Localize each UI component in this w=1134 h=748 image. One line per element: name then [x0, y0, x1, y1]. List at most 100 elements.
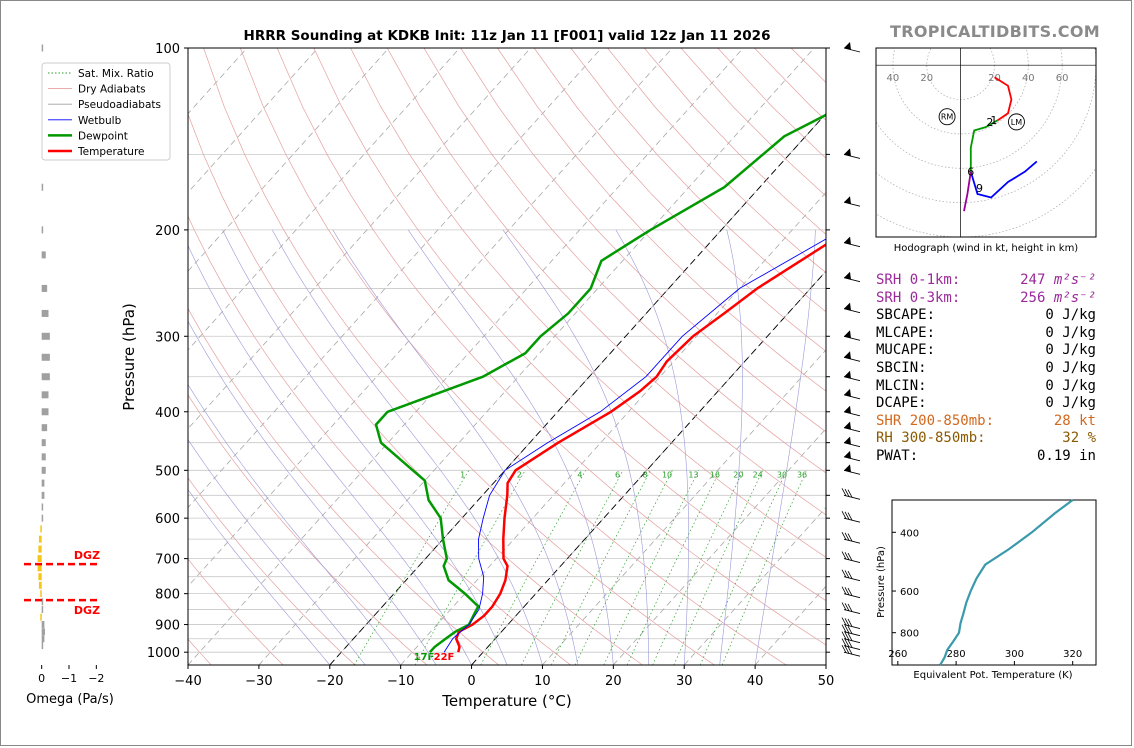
param-unit: %: [1079, 430, 1096, 447]
omega-bar: [41, 373, 50, 381]
param-label: MLCIN:: [876, 377, 927, 394]
dewpoint-profile: [374, 113, 826, 654]
wind-barb-staff: [843, 631, 861, 637]
hodo-ring-label: 60: [1056, 73, 1069, 84]
omega-bar: [38, 545, 42, 553]
x-tick-label: 40: [747, 674, 764, 689]
legend-label: Dry Adiabats: [78, 84, 146, 96]
theta-e-frame: [891, 499, 1097, 666]
wind-barb-flag: [841, 586, 847, 595]
param-number: 0: [1045, 377, 1054, 394]
wind-barb: [841, 551, 861, 564]
param-unit: J/kg: [1053, 307, 1096, 324]
wind-barb-pennant: [844, 196, 851, 205]
dry-adiabat: [188, 477, 356, 665]
theta-e-x-tick-label: 300: [1005, 649, 1024, 660]
param-value: 32 %: [1062, 430, 1096, 448]
wind-barb-pennant: [844, 436, 851, 445]
x-tick-label: −10: [387, 674, 414, 689]
wind-barb: [841, 586, 861, 599]
wind-barb-staff: [843, 576, 861, 582]
wind-barb-flag: [841, 638, 847, 647]
isotherm: [542, 349, 826, 665]
mixing-ratio-line: [673, 470, 764, 665]
wind-barb: [841, 531, 861, 544]
param-row: SRH 0-3km: 256 m²s⁻²: [876, 290, 1096, 308]
wind-barb-flag: [841, 551, 847, 560]
y-tick-label: 400: [155, 406, 180, 421]
omega-tick-label: −1: [61, 672, 77, 685]
wind-barb-flag: [844, 639, 850, 647]
wind-barb: [843, 302, 861, 314]
hodo-ring-label: 20: [920, 73, 933, 84]
wind-barb-flag: [841, 645, 847, 653]
param-unit: J/kg: [1053, 359, 1096, 376]
main-axes-frame: [187, 47, 827, 666]
pseudoadiabat: [754, 229, 816, 665]
wind-barb-flag: [841, 488, 847, 497]
dry-adiabat: [533, 48, 826, 352]
wind-barb-flag: [844, 511, 850, 520]
hodo-ring-label: 20: [988, 73, 1001, 84]
omega-plot: 0 −1 −2 DGZ DGZ: [24, 44, 104, 685]
wind-barb-pennant: [844, 330, 851, 339]
zero-isotherm: [471, 270, 826, 665]
wind-barb-flag: [847, 587, 853, 596]
pseudoadiabat: [188, 383, 401, 665]
wind-barb-flag: [847, 646, 853, 655]
isotherm: [188, 48, 744, 665]
mixing-ratio-line: [652, 470, 744, 665]
pseudoadiabat: [615, 229, 689, 665]
param-label: PWAT:: [876, 447, 919, 464]
wind-barb-pennant: [844, 450, 851, 459]
param-value: 0 J/kg: [1045, 378, 1096, 396]
param-unit: J/kg: [1053, 342, 1096, 359]
isotherm: [188, 48, 461, 351]
omega-bar: [41, 353, 50, 361]
legend-label: Wetbulb: [78, 115, 122, 127]
legend-label: Sat. Mix. Ratio: [78, 68, 154, 80]
wind-barb: [843, 42, 861, 53]
param-row: MLCAPE: 0 J/kg: [876, 325, 1096, 343]
param-number: 28: [1053, 412, 1071, 429]
wind-barb-flag: [847, 552, 853, 561]
isotherm: [329, 113, 826, 665]
dgz-top-label: DGZ: [74, 549, 100, 562]
surface-temp-label: 22F: [434, 652, 455, 663]
pseudoadiabat: [502, 229, 650, 665]
x-tick-label: 10: [534, 674, 551, 689]
theta-e-xlabel: Equivalent Pot. Temperature (K): [913, 670, 1072, 681]
omega-bar: [41, 391, 49, 399]
mixing-ratio-label: 13: [688, 471, 698, 480]
wind-barb-flag: [844, 618, 850, 626]
wind-barb-pennant: [844, 42, 851, 50]
hodo-height-label: 9: [976, 182, 983, 195]
x-tick-label: 30: [676, 674, 693, 689]
minus20-isotherm: [329, 112, 826, 665]
wind-barb-flag: [847, 533, 853, 542]
wind-barb-flag: [841, 531, 847, 540]
x-tick-label: −40: [174, 674, 201, 689]
theta-e-x-tick-label: 280: [947, 649, 966, 660]
mixing-ratio-line: [626, 470, 721, 665]
wind-barb-staff: [843, 651, 861, 657]
hodo-height-label: 6: [967, 166, 974, 179]
param-value: 256 m²s⁻²: [1020, 290, 1096, 308]
x-tick-label: −20: [316, 674, 343, 689]
wind-barb-flag: [841, 569, 847, 578]
wind-barb-pennant: [844, 464, 851, 473]
legend-label: Temperature: [77, 146, 145, 158]
isotherm: [188, 48, 319, 194]
mixing-ratio-line: [521, 470, 624, 665]
wind-barb-pennant: [844, 236, 851, 245]
wind-barb-pennant: [844, 271, 851, 280]
omega-xlabel: Omega (Pa/s): [26, 692, 114, 707]
param-label: SBCAPE:: [876, 307, 936, 324]
y-tick-label: 700: [155, 553, 180, 568]
param-number: 0: [1045, 324, 1054, 341]
dry-adiabat: [313, 48, 826, 602]
omega-bar: [40, 613, 42, 621]
param-value: 0 J/kg: [1045, 342, 1096, 360]
